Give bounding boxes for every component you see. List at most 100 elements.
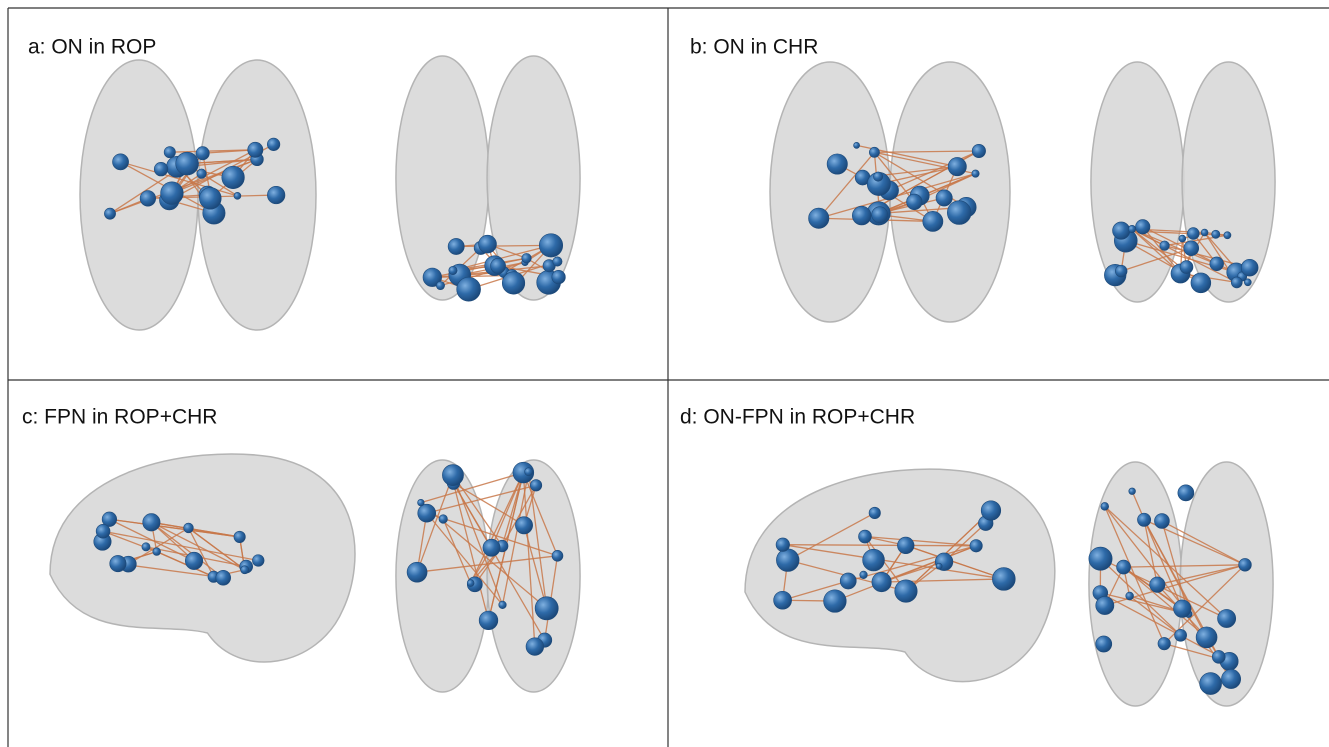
node (1201, 229, 1208, 236)
node (1180, 261, 1193, 274)
node (776, 538, 790, 552)
node (442, 465, 463, 486)
node (854, 142, 860, 148)
node (1160, 241, 1170, 251)
node (140, 191, 156, 207)
node (241, 566, 249, 574)
node (490, 258, 505, 273)
node (1096, 596, 1114, 614)
node (142, 543, 150, 551)
brain-hemisphere (396, 56, 489, 300)
node (1212, 230, 1220, 238)
node (947, 201, 971, 225)
node (809, 208, 829, 228)
node (1212, 650, 1225, 663)
node (539, 234, 562, 257)
node (479, 235, 497, 253)
node (1221, 669, 1240, 688)
node (196, 147, 209, 160)
node (267, 186, 285, 204)
node (197, 169, 206, 178)
node (1128, 225, 1135, 232)
figure: a: ON in ROP b: ON in CHR c: FPN in ROP+… (0, 0, 1329, 747)
node (222, 166, 245, 189)
panel-label: b: ON in CHR (690, 36, 818, 59)
node (1187, 228, 1199, 240)
node (1117, 560, 1131, 574)
node (161, 182, 184, 205)
node (552, 270, 566, 284)
node (1224, 232, 1231, 239)
node (1179, 235, 1186, 242)
node (1175, 629, 1187, 641)
node (936, 190, 952, 206)
node (1129, 488, 1136, 495)
node (1231, 277, 1242, 288)
node (1113, 222, 1130, 239)
node (948, 157, 966, 175)
node (535, 597, 558, 620)
node (858, 530, 871, 543)
node (184, 523, 194, 533)
node (907, 194, 923, 210)
node (1178, 485, 1194, 501)
node (972, 144, 985, 157)
node (774, 591, 792, 609)
node (1184, 241, 1199, 256)
node (873, 172, 882, 181)
node (869, 507, 880, 518)
node (530, 480, 542, 492)
node (827, 154, 847, 174)
node (1241, 259, 1258, 276)
node (1174, 600, 1192, 618)
node (1200, 673, 1222, 695)
node (1089, 547, 1112, 570)
node (499, 601, 507, 609)
node (1158, 637, 1170, 649)
node (418, 499, 425, 506)
node (923, 211, 943, 231)
node (872, 572, 891, 591)
node (448, 238, 464, 254)
node (552, 550, 563, 561)
node (96, 524, 110, 538)
node (1210, 257, 1224, 271)
node (1101, 502, 1109, 510)
node (439, 515, 448, 524)
panel-label: a: ON in ROP (28, 36, 156, 59)
node (104, 208, 115, 219)
node (897, 537, 914, 554)
panel-label: d: ON-FPN in ROP+CHR (680, 406, 915, 429)
node (872, 207, 888, 223)
node (1096, 636, 1112, 652)
node (479, 611, 498, 630)
node (972, 170, 979, 177)
node (522, 253, 532, 263)
node (852, 206, 871, 225)
node (457, 277, 481, 301)
node (840, 573, 856, 589)
node (936, 563, 942, 569)
node (970, 540, 982, 552)
node (1191, 273, 1211, 293)
node (176, 152, 199, 175)
node (1218, 609, 1236, 627)
node (1136, 220, 1150, 234)
node (1150, 577, 1165, 592)
node (1137, 513, 1150, 526)
node (483, 539, 500, 556)
node (199, 187, 221, 209)
node (418, 504, 436, 522)
node (869, 147, 879, 157)
node (1196, 627, 1217, 648)
node (154, 162, 168, 176)
node (110, 555, 126, 571)
node (164, 147, 175, 158)
node (1154, 514, 1169, 529)
node (467, 580, 474, 587)
node (895, 580, 917, 602)
panel-label: c: FPN in ROP+CHR (22, 406, 217, 429)
brain-renderings (50, 56, 1275, 706)
node (502, 272, 525, 295)
node (113, 154, 129, 170)
